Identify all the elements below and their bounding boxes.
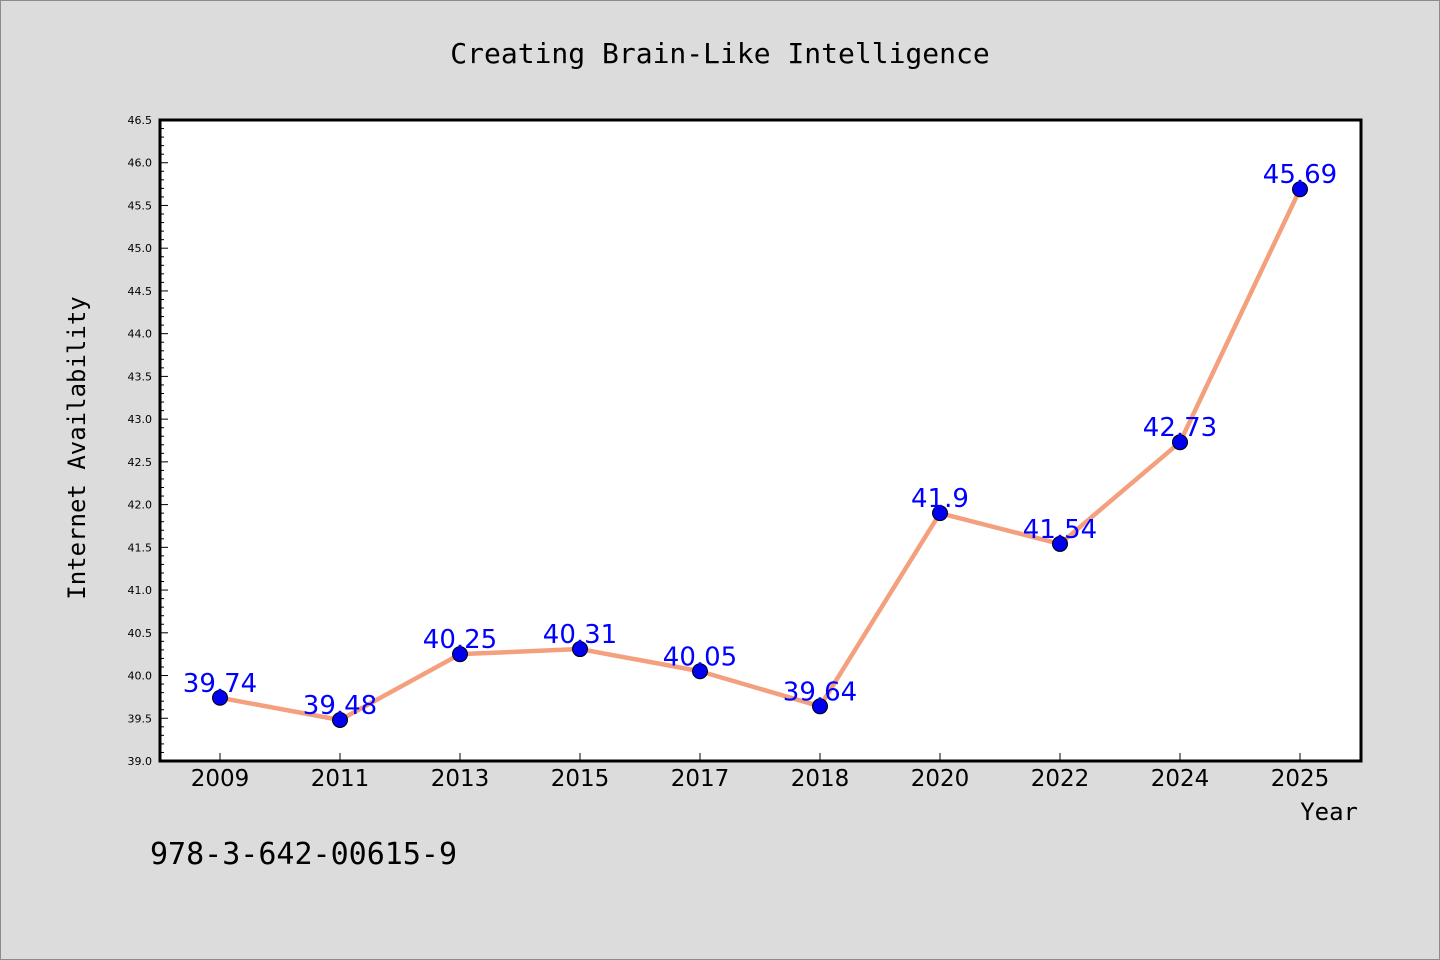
data-label: 40.05 (663, 642, 737, 672)
x-tick-label: 2011 (311, 766, 370, 792)
data-label: 40.31 (543, 620, 617, 650)
x-tick-label: 2015 (551, 766, 610, 792)
y-tick-label: 43.0 (128, 413, 153, 426)
y-tick-label: 40.0 (128, 670, 153, 683)
data-point (1052, 535, 1068, 552)
isbn-annotation: 978-3-642-00615-9 (150, 837, 457, 872)
x-tick-label: 2025 (1271, 766, 1330, 792)
y-tick-label: 45.0 (128, 242, 153, 255)
data-point (1292, 181, 1308, 198)
data-point (572, 641, 588, 658)
data-label: 39.64 (783, 677, 857, 707)
x-tick-label: 2009 (191, 766, 250, 792)
data-point (332, 711, 348, 728)
data-label: 40.25 (423, 625, 497, 655)
y-tick-label: 39.0 (128, 755, 153, 768)
data-point (452, 646, 468, 663)
y-tick-label: 42.5 (128, 456, 153, 469)
x-tick-label: 2013 (431, 766, 490, 792)
y-tick-label: 41.0 (128, 584, 153, 597)
x-tick-label: 2020 (911, 766, 970, 792)
data-label: 45.69 (1263, 160, 1337, 190)
y-tick-label: 44.0 (128, 328, 153, 341)
data-label: 39.48 (303, 691, 377, 721)
data-point (932, 505, 948, 522)
y-tick-label: 45.5 (128, 199, 153, 212)
x-tick-label: 2024 (1151, 766, 1210, 792)
x-tick-label: 2022 (1031, 766, 1090, 792)
series-line (219, 188, 1303, 723)
data-label: 41.9 (911, 484, 969, 514)
x-axis: 2009 2011 2013 2015 2017 2018 2020 2022 2024 2025 (191, 753, 1330, 792)
data-label: 41.54 (1023, 515, 1097, 545)
x-axis-label: Year (1300, 798, 1358, 826)
x-tick-label: 2018 (791, 766, 850, 792)
y-tick-label: 44.5 (128, 285, 153, 298)
data-point (1172, 434, 1188, 451)
data-label: 39.74 (183, 669, 257, 699)
x-tick-label: 2017 (671, 766, 730, 792)
y-axis: 39.0 39.5 40.0 40.5 41.0 41.5 42.0 42.5 43.0 43.5… (128, 114, 168, 768)
y-tick-label: 41.5 (128, 541, 153, 554)
y-tick-label: 42.0 (128, 499, 153, 512)
y-tick-label: 43.5 (128, 370, 153, 383)
data-labels: 39.74 39.48 40.25 40.31 40.05 39.64 41.9 41.54 4… (183, 160, 1337, 721)
data-label: 42.73 (1143, 413, 1217, 443)
chart-title: Creating Brain-Like Intelligence (450, 37, 989, 70)
y-axis-label: Internet Availability (63, 296, 91, 599)
data-point (812, 698, 828, 715)
data-point (692, 663, 708, 680)
data-point (212, 689, 228, 706)
series (212, 181, 1308, 728)
y-tick-label: 39.5 (128, 712, 153, 725)
y-tick-label: 46.5 (128, 114, 153, 127)
y-tick-label: 46.0 (128, 157, 153, 170)
y-tick-label: 40.5 (128, 627, 153, 640)
plot-area (158, 118, 1363, 763)
